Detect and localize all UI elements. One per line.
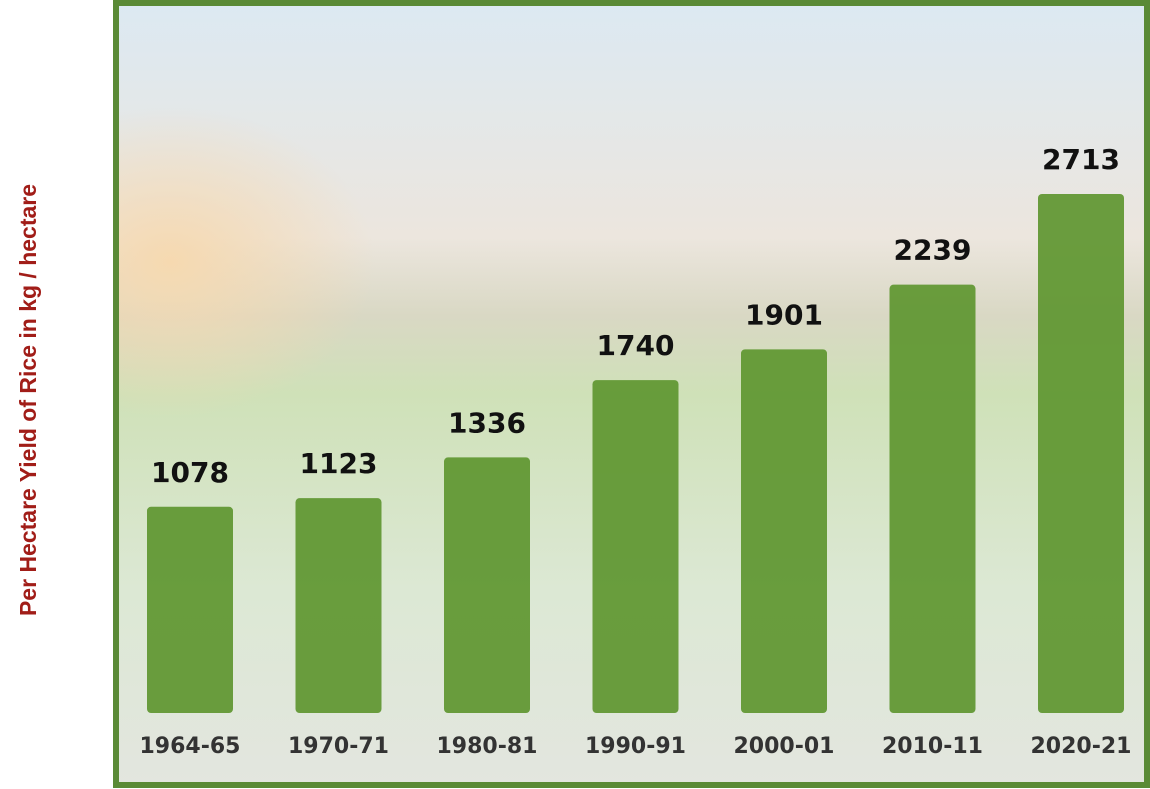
x-tick-label: 2000-01 [734, 734, 835, 759]
bar [593, 380, 679, 713]
x-tick-label: 1980-81 [437, 734, 538, 759]
y-axis-title: Per Hectare Yield of Rice in kg / hectar… [15, 184, 41, 616]
value-label: 2713 [1042, 143, 1120, 176]
bar [444, 457, 530, 713]
bar [741, 349, 827, 713]
x-tick-label: 2020-21 [1031, 734, 1132, 759]
value-label: 1901 [745, 298, 823, 331]
x-tick-label: 2010-11 [882, 734, 983, 759]
bar [147, 507, 233, 713]
x-tick-label: 1970-71 [288, 734, 389, 759]
value-label: 1740 [597, 329, 675, 362]
value-label: 1078 [151, 456, 229, 489]
value-label: 1123 [300, 447, 378, 480]
value-label: 1336 [448, 406, 526, 439]
x-tick-label: 1990-91 [585, 734, 686, 759]
bar [296, 498, 382, 713]
value-label: 2239 [894, 234, 972, 267]
bar [1038, 194, 1124, 713]
bar [890, 285, 976, 713]
chart: Per Hectare Yield of Rice in kg / hectar… [0, 0, 1150, 789]
x-tick-label: 1964-65 [140, 734, 241, 759]
